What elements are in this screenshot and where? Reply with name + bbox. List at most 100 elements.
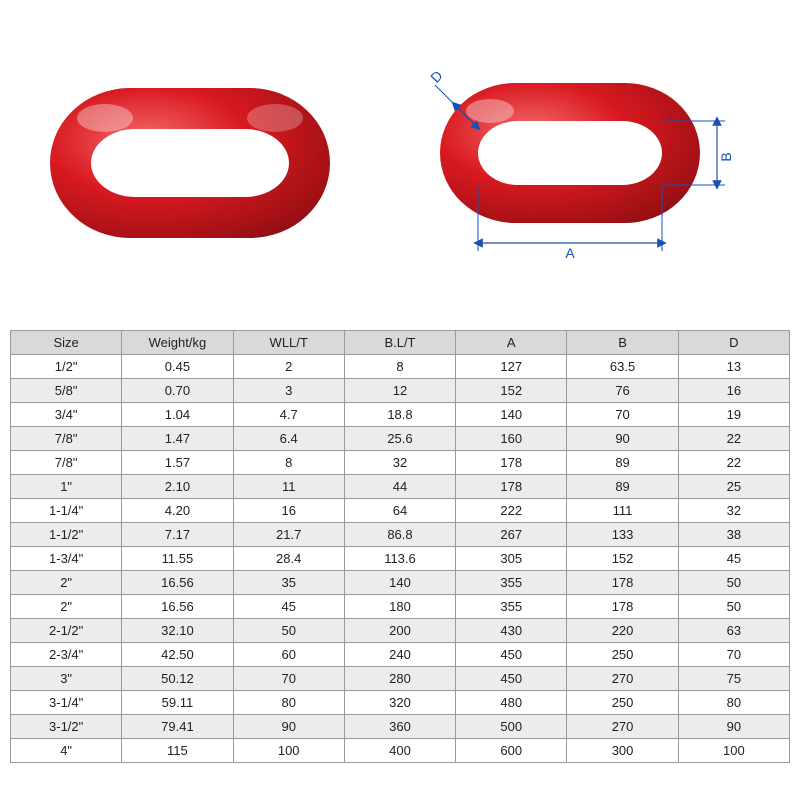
dim-label-a: A xyxy=(565,245,575,261)
dim-label-b: B xyxy=(718,152,734,161)
table-cell: 1.04 xyxy=(122,403,233,427)
table-cell: 220 xyxy=(567,619,678,643)
table-cell: 100 xyxy=(233,739,344,763)
table-cell: 2-3/4" xyxy=(11,643,122,667)
table-cell: 320 xyxy=(344,691,455,715)
table-cell: 100 xyxy=(678,739,789,763)
table-cell: 38 xyxy=(678,523,789,547)
col-header-size: Size xyxy=(11,331,122,355)
table-cell: 111 xyxy=(567,499,678,523)
table-row: 7/8"1.578321788922 xyxy=(11,451,790,475)
table-cell: 360 xyxy=(344,715,455,739)
table-cell: 178 xyxy=(567,571,678,595)
table-cell: 76 xyxy=(567,379,678,403)
table-cell: 2" xyxy=(11,595,122,619)
table-cell: 2 xyxy=(233,355,344,379)
col-header-b: B xyxy=(567,331,678,355)
ring-svg-right: A B D xyxy=(415,53,765,273)
table-cell: 4.20 xyxy=(122,499,233,523)
table-cell: 50 xyxy=(678,571,789,595)
product-images-row: A B D xyxy=(0,50,800,280)
table-cell: 1-1/4" xyxy=(11,499,122,523)
table-cell: 32 xyxy=(678,499,789,523)
table-cell: 152 xyxy=(567,547,678,571)
table-cell: 300 xyxy=(567,739,678,763)
table-row: 1-3/4"11.5528.4113.630515245 xyxy=(11,547,790,571)
col-header-a: A xyxy=(456,331,567,355)
table-cell: 22 xyxy=(678,451,789,475)
table-cell: 270 xyxy=(567,715,678,739)
table-cell: 70 xyxy=(233,667,344,691)
table-cell: 267 xyxy=(456,523,567,547)
table-cell: 140 xyxy=(456,403,567,427)
table-cell: 70 xyxy=(678,643,789,667)
table-cell: 50.12 xyxy=(122,667,233,691)
table-cell: 19 xyxy=(678,403,789,427)
table-cell: 480 xyxy=(456,691,567,715)
table-cell: 86.8 xyxy=(344,523,455,547)
table-cell: 113.6 xyxy=(344,547,455,571)
table-cell: 400 xyxy=(344,739,455,763)
table-cell: 25.6 xyxy=(344,427,455,451)
table-cell: 21.7 xyxy=(233,523,344,547)
table-cell: 32.10 xyxy=(122,619,233,643)
spec-table-header: Size Weight/kg WLL/T B.L/T A B D xyxy=(11,331,790,355)
table-cell: 32 xyxy=(344,451,455,475)
table-cell: 16.56 xyxy=(122,571,233,595)
table-cell: 60 xyxy=(233,643,344,667)
table-cell: 89 xyxy=(567,475,678,499)
product-image-ring-dimensioned: A B D xyxy=(415,53,765,278)
table-cell: 115 xyxy=(122,739,233,763)
table-cell: 3 xyxy=(233,379,344,403)
table-cell: 79.41 xyxy=(122,715,233,739)
table-cell: 89 xyxy=(567,451,678,475)
table-cell: 600 xyxy=(456,739,567,763)
table-cell: 152 xyxy=(456,379,567,403)
table-cell: 3" xyxy=(11,667,122,691)
dim-label-d: D xyxy=(427,67,445,85)
table-row: 1-1/4"4.20166422211132 xyxy=(11,499,790,523)
col-header-d: D xyxy=(678,331,789,355)
table-cell: 355 xyxy=(456,595,567,619)
table-cell: 70 xyxy=(567,403,678,427)
table-cell: 8 xyxy=(233,451,344,475)
table-cell: 63.5 xyxy=(567,355,678,379)
table-row: 2-3/4"42.506024045025070 xyxy=(11,643,790,667)
spec-table-body: 1/2"0.452812763.5135/8"0.7031215276163/4… xyxy=(11,355,790,763)
table-row: 2"16.563514035517850 xyxy=(11,571,790,595)
table-cell: 305 xyxy=(456,547,567,571)
table-row: 1-1/2"7.1721.786.826713338 xyxy=(11,523,790,547)
table-cell: 18.8 xyxy=(344,403,455,427)
table-cell: 6.4 xyxy=(233,427,344,451)
table-cell: 45 xyxy=(678,547,789,571)
table-cell: 7/8" xyxy=(11,451,122,475)
table-row: 3-1/4"59.118032048025080 xyxy=(11,691,790,715)
table-cell: 430 xyxy=(456,619,567,643)
table-cell: 450 xyxy=(456,643,567,667)
table-row: 2-1/2"32.105020043022063 xyxy=(11,619,790,643)
table-cell: 200 xyxy=(344,619,455,643)
col-header-wll: WLL/T xyxy=(233,331,344,355)
table-cell: 64 xyxy=(344,499,455,523)
table-cell: 178 xyxy=(456,475,567,499)
table-cell: 1.47 xyxy=(122,427,233,451)
table-row: 1/2"0.452812763.513 xyxy=(11,355,790,379)
table-cell: 3/4" xyxy=(11,403,122,427)
table-cell: 16 xyxy=(678,379,789,403)
table-cell: 1-1/2" xyxy=(11,523,122,547)
table-cell: 450 xyxy=(456,667,567,691)
page: A B D Size Weight/kg WLL/T B.L/T A B xyxy=(0,0,800,800)
col-header-bl: B.L/T xyxy=(344,331,455,355)
col-header-weight: Weight/kg xyxy=(122,331,233,355)
product-image-ring xyxy=(35,63,345,268)
table-cell: 5/8" xyxy=(11,379,122,403)
ring-svg-left xyxy=(35,63,345,263)
table-cell: 90 xyxy=(678,715,789,739)
table-cell: 250 xyxy=(567,643,678,667)
table-cell: 7/8" xyxy=(11,427,122,451)
table-row: 1"2.1011441788925 xyxy=(11,475,790,499)
table-cell: 270 xyxy=(567,667,678,691)
table-cell: 178 xyxy=(567,595,678,619)
table-row: 7/8"1.476.425.61609022 xyxy=(11,427,790,451)
table-cell: 4.7 xyxy=(233,403,344,427)
